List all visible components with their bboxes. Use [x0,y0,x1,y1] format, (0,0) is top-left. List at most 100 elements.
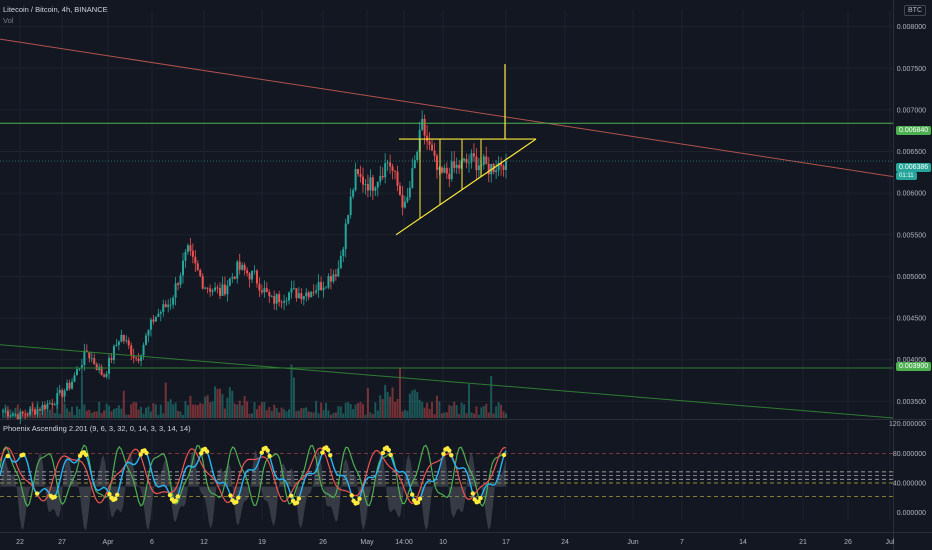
volume-bar [458,413,461,418]
candle-body [211,290,214,292]
volume-bar [315,401,318,418]
candle-body [236,261,239,279]
volume-bar [472,413,475,418]
volume-bar [196,405,199,418]
candle-body [14,414,17,416]
candle-body [38,409,41,411]
candle-body [56,392,59,405]
volume-bar [398,368,401,418]
candle-body [423,118,426,136]
candle-body [46,403,49,409]
volume-bar [184,401,187,418]
volume-bar [110,411,113,418]
candle-body [157,313,160,317]
candle-body [172,297,175,305]
time-tick-label: 14:00 [395,539,413,546]
volume-bar [320,402,323,418]
volume-bar [339,406,342,418]
candle-body [231,277,234,279]
candle-body [108,357,111,374]
volume-bar [211,401,214,418]
candle-body [268,292,271,297]
volume-bar [209,402,212,418]
volume-bar [295,410,298,418]
candle-body [408,187,411,198]
volume-bar [468,384,471,418]
volume-bar [260,401,263,418]
symbol-title: Litecoin / Bitcoin, 4h, BINANCE [3,5,108,14]
oscillator-signal-dot [476,499,481,504]
candle-body [458,164,461,169]
volume-bar [127,414,130,418]
volume-bar [445,412,448,418]
oscillator-signal-dot [380,450,386,456]
oscillator-histogram [0,449,506,531]
volume-bar [426,402,429,418]
candle-body [265,288,268,293]
volume-bar [440,413,443,418]
oscillator-signal-dot [199,451,204,456]
volume-bar [63,403,66,418]
candle-body [34,409,37,415]
volume-bar [34,412,37,418]
candle-body [226,285,229,295]
oscillator-signal-dot [234,499,239,505]
oscillator-signal-dot [449,453,454,458]
candlestick-series [2,110,507,425]
candle-body [357,169,360,175]
candle-body [500,163,503,166]
candle-body [431,144,434,151]
candle-body [248,273,251,280]
volume-bar [226,397,229,418]
candle-body [497,163,500,171]
oscillator-signal-dot [417,496,423,501]
candle-body [115,344,118,347]
volume-bar [450,405,453,418]
volume-bar [288,409,291,418]
volume-bar [122,390,125,418]
candle-body [24,413,27,415]
triangle-bottom [395,138,537,236]
volume-bar [214,386,217,418]
volume-bar [103,410,106,418]
candle-body [120,334,123,342]
volume-bar [500,404,503,418]
volume-bar [337,406,340,418]
oscillator-green-line [0,444,507,508]
candle-body [149,319,152,330]
volume-bar [115,408,118,418]
volume-bar [132,401,135,418]
pane-separator [0,419,932,420]
time-tick-label: 24 [561,539,569,546]
candle-body [110,357,113,360]
currency-badge[interactable]: BTC [904,5,926,16]
candle-body [463,158,466,161]
candle-body [376,181,379,188]
volume-bar [177,410,180,418]
resistance-price-tag: 0.006840 [896,126,932,135]
candle-body [194,256,197,264]
time-tick-label: Jul [886,539,895,546]
volume-bar [492,413,495,418]
candle-body [78,368,81,370]
candle-body [386,162,389,164]
candle-body [218,288,221,296]
oscillator-signal-dot [204,449,210,454]
price-tick-label: 0.003500 [897,399,926,406]
candle-body [16,414,19,420]
volume-bar [73,414,76,418]
oscillator-signal-dot [34,491,40,496]
candle-body [354,169,357,191]
volume-bar [179,411,182,418]
volume-bar [164,382,167,418]
oscillator-signal-dot [478,495,483,501]
volume-bar [364,414,367,418]
volume-bar [433,414,436,418]
candle-body [495,170,498,173]
descending-support-line [0,344,894,419]
oscillator-signal-dot [113,496,118,502]
candle-body [221,284,224,296]
volume-bar [408,393,411,418]
